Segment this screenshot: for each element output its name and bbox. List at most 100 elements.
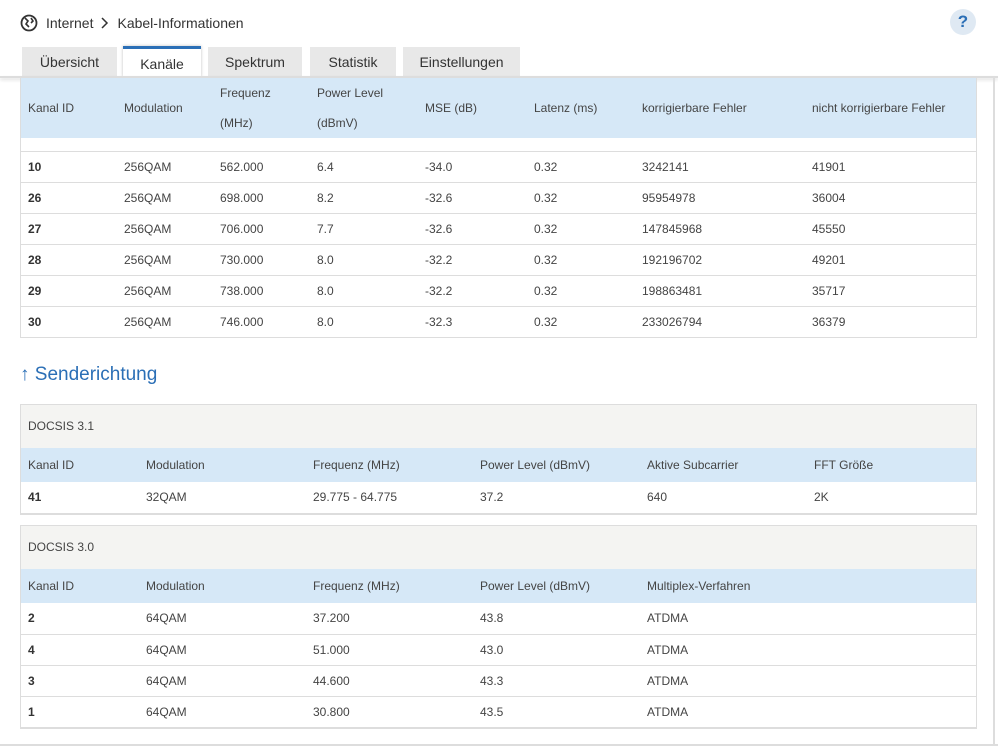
table-cell: -32.3	[418, 306, 527, 338]
table-cell: 233026794	[635, 306, 805, 338]
tab[interactable]: Statistik	[310, 47, 396, 77]
tab[interactable]: Spektrum	[208, 47, 302, 77]
table-body: 10 256QAM 562.000 6.4 -34.0 0.32 3242141 41901 2…	[21, 138, 976, 338]
table-row: 28 256QAM 730.000 8.0 -32.2 0.32 192196702 4920…	[21, 244, 976, 276]
table-cell: 3	[21, 665, 139, 697]
table-row: 29 256QAM 738.000 8.0 -32.2 0.32 198863481 3571…	[21, 275, 976, 307]
table-cell: 43.8	[473, 603, 640, 635]
table-cell: 1	[21, 696, 139, 728]
tab[interactable]: Einstellungen	[403, 47, 520, 77]
table-cell: 7.7	[310, 213, 418, 245]
table-cell: -32.6	[418, 213, 527, 245]
table-cell: 43.5	[473, 696, 640, 728]
table-cell: 64QAM	[139, 696, 306, 728]
table-cell: 8.0	[310, 306, 418, 338]
downstream-table: Kanal ID Modulation Frequenz (MHz) Power Le…	[20, 78, 977, 338]
table-cell: 256QAM	[117, 213, 213, 245]
breadcrumb-item: Kabel-Informationen	[117, 15, 244, 31]
docsis-section: DOCSIS 3.1 Kanal ID Modulation Frequenz (MH…	[20, 404, 977, 515]
header-row: Kanal ID Modulation Frequenz (MHz) Power Le…	[21, 448, 976, 482]
table-cell: 8.2	[310, 182, 418, 214]
table-cell: 43.3	[473, 665, 640, 697]
table: Kanal ID Modulation Frequenz (MHz) Power Le…	[21, 448, 976, 514]
column-header: Modulation	[139, 448, 306, 482]
globe-icon	[20, 14, 38, 32]
table-cell: -32.6	[418, 182, 527, 214]
table-cell: 64QAM	[139, 603, 306, 635]
table-cell: 36379	[805, 306, 976, 338]
table-cell: 35717	[805, 275, 976, 307]
header-row: Kanal ID Modulation Frequenz (MHz) Power Le…	[21, 569, 976, 603]
table-cell: -32.2	[418, 275, 527, 307]
table-cell: 51.000	[306, 634, 473, 666]
column-header: Modulation	[117, 78, 213, 138]
section-heading: ↑ Senderichtung	[20, 364, 158, 385]
table: Kanal ID Modulation Frequenz (MHz) Power Le…	[21, 569, 976, 728]
table-cell: ATDMA	[640, 603, 976, 635]
table-cell: 95954978	[635, 182, 805, 214]
table-cell: 43.0	[473, 634, 640, 666]
tab[interactable]: Übersicht	[22, 47, 117, 77]
help-button[interactable]: ?	[950, 9, 976, 35]
section-title: DOCSIS 3.1	[21, 405, 976, 448]
table-cell: 10	[21, 151, 117, 183]
table-cell: 29.775 - 64.775	[306, 482, 473, 514]
table-cell: 0.32	[527, 306, 635, 338]
tab[interactable]: Kanäle	[123, 46, 201, 77]
table-cell: ATDMA	[640, 665, 976, 697]
table-cell: 256QAM	[117, 306, 213, 338]
table-row: 41 32QAM 29.775 - 64.775 37.2 640 2K	[21, 482, 976, 514]
table-cell: -32.2	[418, 244, 527, 276]
table-cell: 36004	[805, 182, 976, 214]
scroll-spacer	[21, 138, 976, 152]
column-header: Kanal ID	[21, 569, 139, 603]
table-cell: ATDMA	[640, 696, 976, 728]
table-cell: 2K	[807, 482, 976, 514]
table-row: 1 64QAM 30.800 43.5 ATDMA	[21, 696, 976, 728]
table-cell: 26	[21, 182, 117, 214]
column-header: Multiplex-Verfahren	[640, 569, 976, 603]
table-cell: 64QAM	[139, 665, 306, 697]
table-cell: 746.000	[213, 306, 310, 338]
breadcrumb-item[interactable]: Internet	[46, 15, 94, 31]
column-header: Power Level (dBmV)	[473, 569, 640, 603]
table-row: 26 256QAM 698.000 8.2 -32.6 0.32 95954978 36004	[21, 182, 976, 214]
table-head: Kanal ID Modulation Frequenz (MHz) Power Le…	[21, 569, 976, 603]
column-header: Frequenz (MHz)	[213, 78, 310, 138]
chevron	[101, 17, 109, 29]
column-header: Kanal ID	[21, 448, 139, 482]
table-cell: 37.2	[473, 482, 640, 514]
table-row: 3 64QAM 44.600 43.3 ATDMA	[21, 665, 976, 697]
table-cell: 29	[21, 275, 117, 307]
tab-bar: Übersicht Kanäle Spektrum Statistik Einstell…	[0, 46, 998, 77]
table-cell: 256QAM	[117, 182, 213, 214]
column-header: Latenz (ms)	[527, 78, 635, 138]
table-head: Kanal ID Modulation Frequenz (MHz) Power Le…	[21, 448, 976, 482]
table-cell: 698.000	[213, 182, 310, 214]
table-cell: 45550	[805, 213, 976, 245]
table-cell: 0.32	[527, 244, 635, 276]
table-cell: 2	[21, 603, 139, 635]
table-cell: 0.32	[527, 213, 635, 245]
table-cell: 28	[21, 244, 117, 276]
frame-border	[993, 78, 995, 745]
table-row: 10 256QAM 562.000 6.4 -34.0 0.32 3242141 41901	[21, 151, 976, 183]
breadcrumb: Internet Kabel-Informationen	[20, 12, 252, 34]
column-header: FFT Größe	[807, 448, 976, 482]
table-cell: 6.4	[310, 151, 418, 183]
table-body: 41 32QAM 29.775 - 64.775 37.2 640 2K	[21, 482, 976, 514]
column-header: Power Level (dBmV)	[473, 448, 640, 482]
table-cell: 8.0	[310, 244, 418, 276]
frame-border	[0, 744, 998, 746]
table-cell: 44.600	[306, 665, 473, 697]
column-header: Modulation	[139, 569, 306, 603]
table-row: 2 64QAM 37.200 43.8 ATDMA	[21, 603, 976, 635]
column-header: Aktive Subcarrier	[640, 448, 807, 482]
table-cell: 37.200	[306, 603, 473, 635]
tab-divider	[0, 76, 998, 78]
header-row: Kanal ID Modulation Frequenz (MHz) Power Le…	[21, 78, 976, 138]
table-cell: 192196702	[635, 244, 805, 276]
table-cell: 562.000	[213, 151, 310, 183]
table-cell: 8.0	[310, 275, 418, 307]
table-row: 27 256QAM 706.000 7.7 -32.6 0.32 147845968 4555…	[21, 213, 976, 245]
